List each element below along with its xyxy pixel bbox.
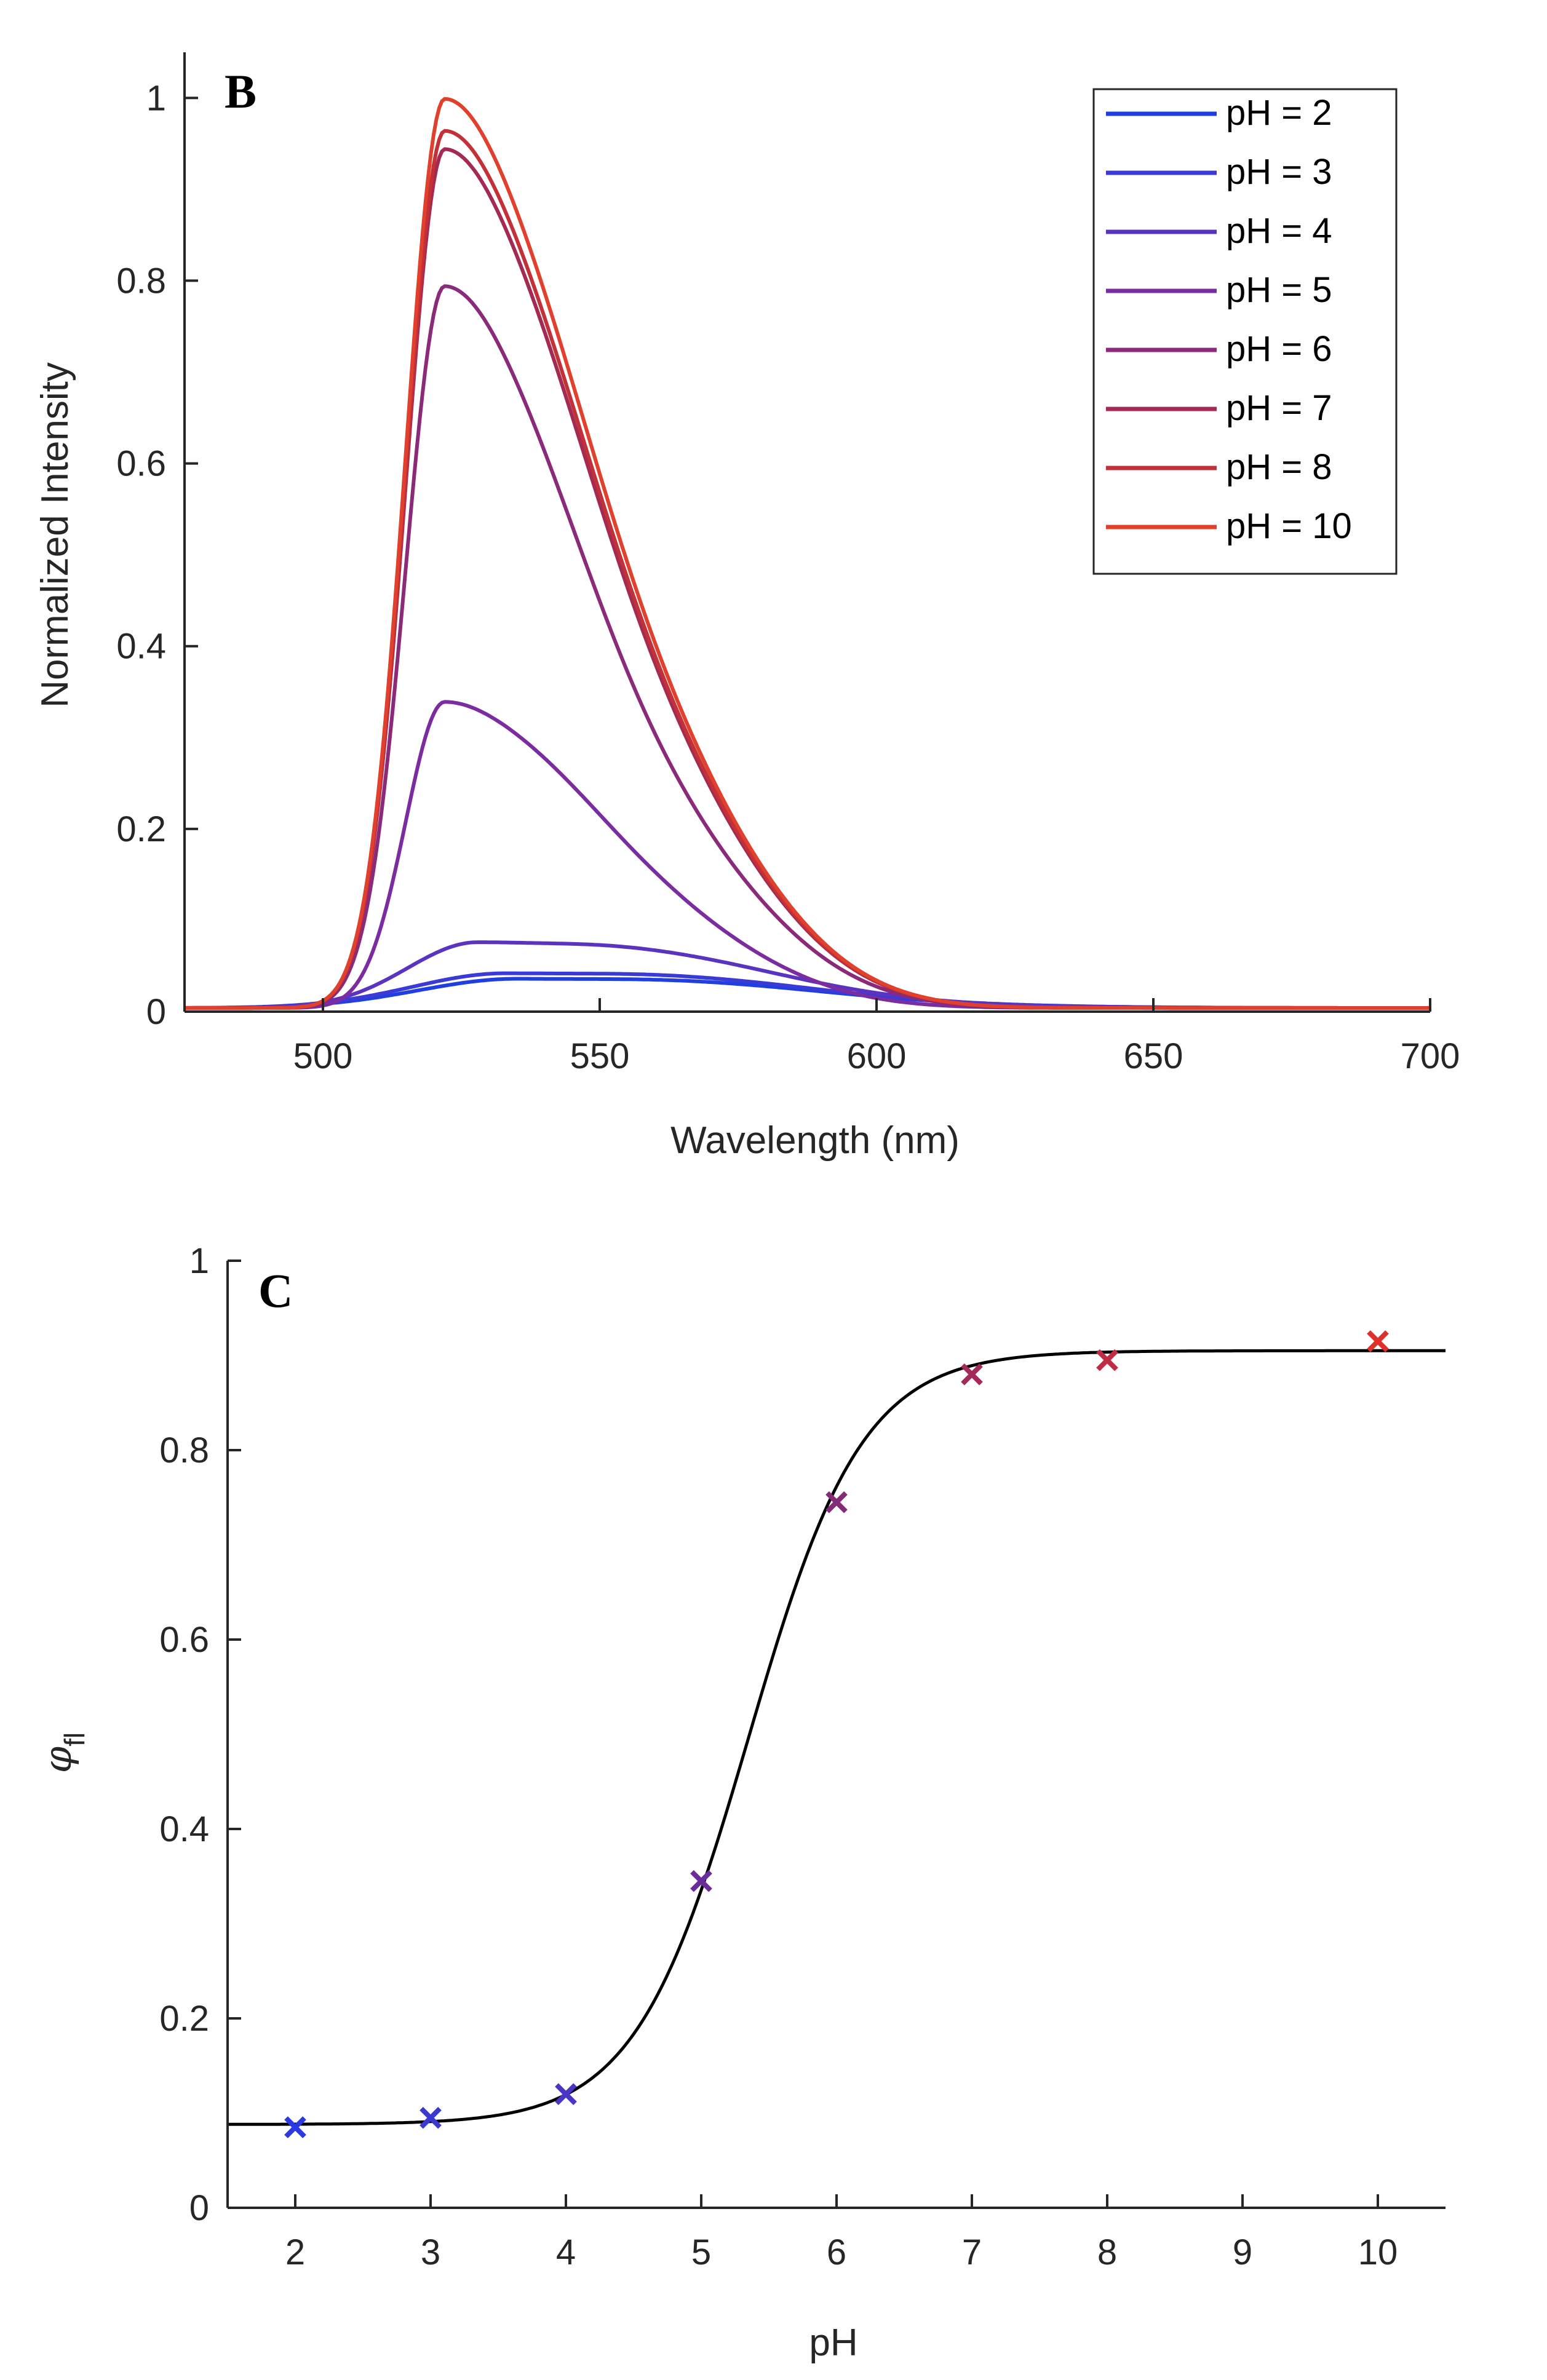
point-cross-stroke — [420, 2106, 442, 2129]
spectra-legend: pH = 2 pH = 3 pH = 4 pH = 5 pH = 6 pH = 7 pH =… — [1092, 88, 1398, 575]
point-cross-stroke — [555, 2083, 577, 2106]
spectra-y-tick-label: 0.6 — [116, 444, 166, 484]
data-point-ph-6 — [825, 1491, 848, 1513]
legend-entry: pH = 2 — [1226, 93, 1332, 133]
legend-entry: pH = 7 — [1226, 388, 1332, 428]
quantum-yield-y-tick-label: 1 — [189, 1241, 209, 1281]
y-axis-label-phi: φfl — [35, 1732, 90, 1773]
quantum-yield-points — [284, 1330, 1389, 2138]
point-cross-stroke — [961, 1363, 983, 1386]
data-point-ph-8 — [1096, 1349, 1118, 1371]
data-point-ph-5 — [690, 1870, 712, 1892]
spectra-y-tick-label: 0 — [146, 992, 166, 1032]
spectra-y-tick-label: 0.2 — [116, 809, 166, 849]
panel-letter-b: B — [225, 65, 257, 118]
data-point-ph-2 — [284, 2116, 306, 2138]
x-axis-label-wavelength: Wavelength (nm) — [670, 1119, 960, 1162]
quantum-yield-y-tick-label: 0.8 — [159, 1430, 209, 1470]
quantum-yield-x-tick-label: 6 — [827, 2232, 846, 2272]
sigmoid-fit-curve — [228, 1349, 1446, 2126]
point-cross-stroke — [284, 2116, 306, 2138]
data-point-ph-3 — [420, 2106, 442, 2129]
phi-symbol: φ — [35, 1746, 80, 1773]
quantum-yield-x-tick-label: 5 — [691, 2232, 711, 2272]
point-cross-stroke — [1096, 1349, 1118, 1371]
y-axis-label-intensity: Normalized Intensity — [34, 362, 76, 708]
spectra-x-tick-label: 650 — [1124, 1036, 1183, 1076]
quantum-yield-axes: 2 3 4 5 6 7 8 9 10 0 0.2 0.4 0.6 0.8 1 — [159, 1241, 1446, 2272]
quantum-yield-x-tick-label: 8 — [1097, 2232, 1117, 2272]
quantum-yield-y-tick-label: 0.4 — [159, 1809, 209, 1849]
data-point-ph-7 — [961, 1363, 983, 1386]
legend-entry: pH = 3 — [1226, 152, 1332, 192]
quantum-yield-x-tick-label: 4 — [556, 2232, 576, 2272]
spectra-y-tick-label: 0.8 — [116, 261, 166, 301]
legend-entry: pH = 6 — [1226, 329, 1332, 369]
quantum-yield-panel-c: C 2 3 4 5 6 7 8 9 10 0 0.2 0.4 0.6 0.8 1 pH φfl — [35, 1241, 1446, 2364]
sigmoid-fit-path — [228, 1349, 1446, 2126]
spectra-x-tick-label: 550 — [570, 1036, 630, 1076]
quantum-yield-x-tick-label: 3 — [421, 2232, 440, 2272]
svg-text:φfl: φfl — [35, 1732, 90, 1773]
spectra-x-tick-label: 600 — [847, 1036, 907, 1076]
point-cross-stroke — [825, 1491, 848, 1513]
quantum-yield-x-tick-label: 7 — [962, 2232, 982, 2272]
legend-entry: pH = 8 — [1226, 447, 1332, 487]
data-point-ph-4 — [555, 2083, 577, 2106]
legend-entry: pH = 5 — [1226, 270, 1332, 310]
spectra-x-tick-label: 700 — [1401, 1036, 1460, 1076]
phi-subscript: fl — [58, 1732, 90, 1747]
quantum-yield-x-tick-label: 2 — [285, 2232, 305, 2272]
x-axis-label-ph: pH — [809, 2322, 857, 2364]
quantum-yield-y-tick-label: 0.6 — [159, 1620, 209, 1660]
spectra-y-tick-label: 0.4 — [116, 627, 166, 667]
spectra-x-tick-label: 500 — [293, 1036, 353, 1076]
quantum-yield-x-tick-label: 9 — [1233, 2232, 1252, 2272]
point-cross-stroke — [690, 1870, 712, 1892]
point-cross-stroke — [1367, 1330, 1389, 1352]
quantum-yield-y-tick-label: 0.2 — [159, 1999, 209, 2039]
spectrum-line-pH10 — [185, 97, 1430, 1010]
quantum-yield-y-tick-label: 0 — [189, 2188, 209, 2228]
spectrum-line-pH2 — [185, 977, 1430, 1010]
legend-entry: pH = 4 — [1226, 211, 1332, 251]
spectra-y-tick-label: 1 — [146, 78, 166, 118]
quantum-yield-x-tick-label: 10 — [1358, 2232, 1398, 2272]
legend-entry: pH = 10 — [1226, 506, 1352, 546]
legend-box — [1092, 88, 1398, 575]
spectra-curves — [185, 97, 1430, 1010]
data-point-ph-10 — [1367, 1330, 1389, 1352]
panel-letter-c: C — [258, 1264, 293, 1317]
spectra-axes: 500 550 600 650 700 0 0.2 0.4 0.6 0.8 1 — [116, 52, 1460, 1076]
